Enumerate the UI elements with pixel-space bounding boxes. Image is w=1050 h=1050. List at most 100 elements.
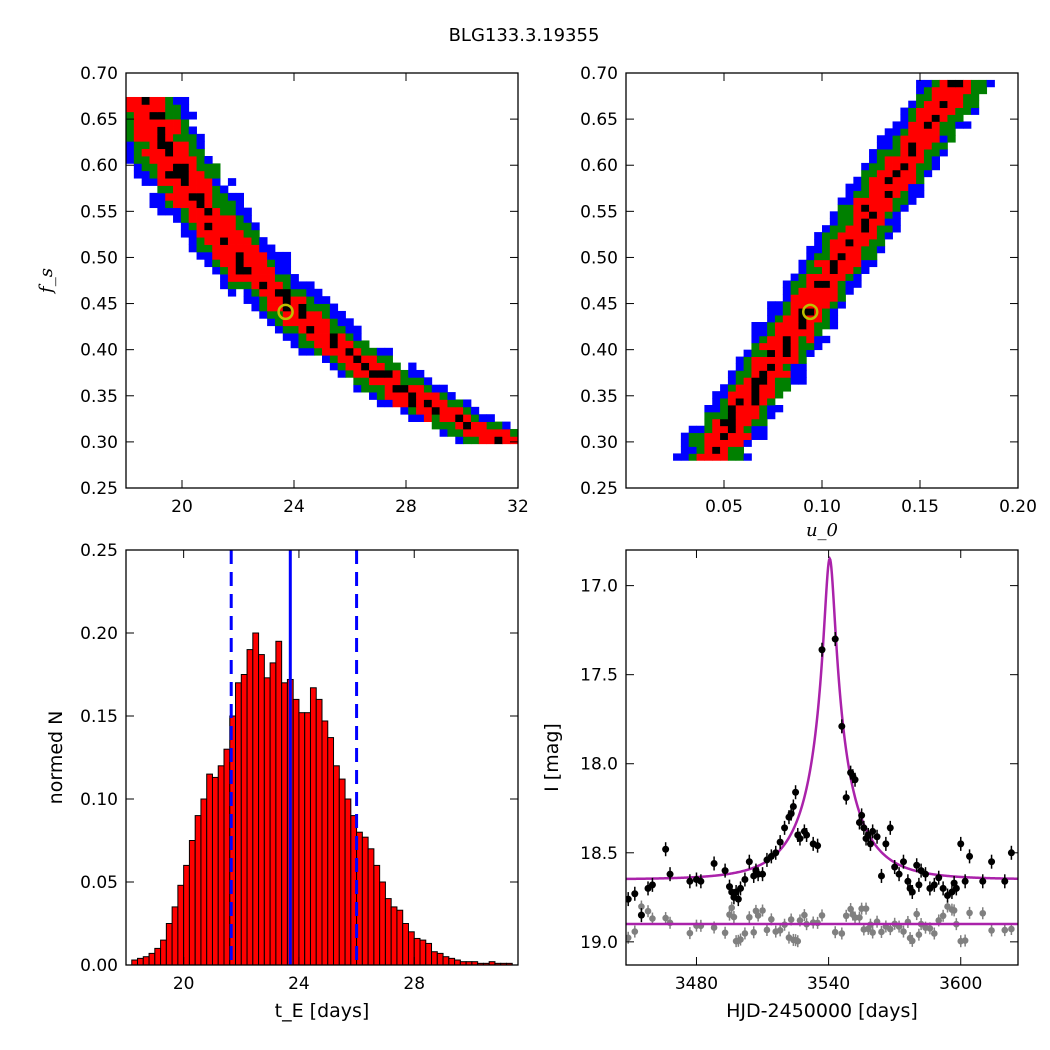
density-cell [212,192,221,201]
density-cell [227,207,237,216]
density-cell [173,207,182,216]
density-cell [822,308,831,316]
density-cell [157,126,166,135]
residual-point [818,912,826,919]
data-point [1001,877,1009,885]
density-cell [829,259,839,268]
density-cell [680,446,690,454]
data-point [882,840,890,848]
density-cell [861,218,870,226]
data-point [961,877,969,885]
data-point [930,881,938,889]
density-cell [853,252,862,261]
density-cell [322,347,331,356]
density-cell [290,296,299,304]
density-cell [829,322,839,330]
data-point [886,824,894,832]
density-cell [931,135,940,143]
density-cell [720,384,729,392]
density-cell [267,310,276,319]
histogram-bar [419,939,427,966]
density-cell [923,79,933,88]
density-cell [735,411,744,420]
density-cell [782,287,792,295]
density-cell [165,200,174,209]
density-cell [173,104,182,113]
density-cell [400,369,409,378]
density-cell [892,190,901,198]
density-cell [141,133,150,142]
density-cell [400,406,409,415]
density-cell [165,185,174,194]
density-cell [322,318,331,327]
density-cell [782,294,792,302]
density-cell [727,411,737,420]
density-cell [188,178,197,186]
density-cell [822,301,831,309]
density-cell [290,274,299,282]
density-cell [416,369,425,378]
density-cell [955,79,964,88]
density-cell [463,414,472,422]
density-cell [869,190,878,198]
density-cell [869,162,878,171]
density-cell [720,418,729,427]
density-cell [486,421,495,430]
density-cell [392,362,401,371]
histogram-bar [390,906,398,966]
density-cell [259,274,268,282]
density-cell [735,418,744,427]
density-cell [188,126,197,135]
density-cell [892,169,901,178]
density-cell [282,333,292,341]
density-cell [727,418,737,427]
density-cell [141,96,150,105]
density-cell [861,245,870,254]
density-cell [180,163,190,172]
density-cell [188,111,197,120]
density-cell [829,287,839,295]
density-cell [916,169,925,178]
density-cell [369,377,378,386]
density-cell [845,239,854,247]
density-cell [790,280,799,288]
density-cell [963,107,972,115]
density-cell [861,197,870,205]
density-cell [853,239,862,247]
density-cell [774,391,784,399]
density-cell [227,251,237,260]
density-cell [486,414,495,422]
density-cell [892,197,901,205]
density-cell [782,308,792,316]
x-tick-label: 24 [288,974,310,994]
density-cell [141,148,150,157]
density-cell [314,296,323,304]
density-cell [767,363,776,371]
y-tick-label: 18.0 [580,755,618,775]
density-cell [470,421,480,430]
density-cell [751,411,760,420]
density-cell [759,425,768,434]
y-tick-label: 0.20 [80,624,118,644]
y-tick-label: 18.5 [580,844,618,864]
x-tick-label: 3480 [675,974,718,994]
density-cell [188,170,197,179]
density-cell [220,215,229,223]
density-cell [798,259,807,268]
density-cell [735,405,744,413]
density-cell [814,266,823,274]
density-cell [908,149,917,157]
density-cell [180,119,190,127]
density-cell [243,274,252,282]
density-cell [963,86,972,95]
density-cell [774,377,784,385]
density-cell [806,266,815,274]
density-cell [392,384,401,393]
histogram-bar [309,687,317,966]
density-cell [337,369,346,378]
x-axis-label: u_0 [806,520,838,541]
density-cell [774,335,784,344]
density-cell [180,111,190,120]
density-cell [157,178,166,186]
density-cell [743,405,752,413]
